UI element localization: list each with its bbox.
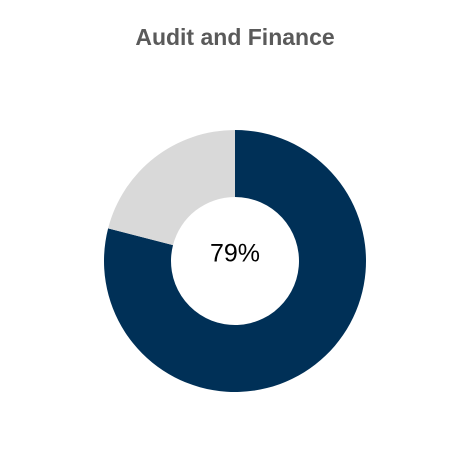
center-percentage-label: 79% [210, 240, 260, 268]
donut-slice-0 [104, 130, 366, 392]
donut-slice-1 [108, 130, 235, 246]
chart-title: Audit and Finance [135, 24, 335, 50]
donut-slices [104, 130, 366, 392]
